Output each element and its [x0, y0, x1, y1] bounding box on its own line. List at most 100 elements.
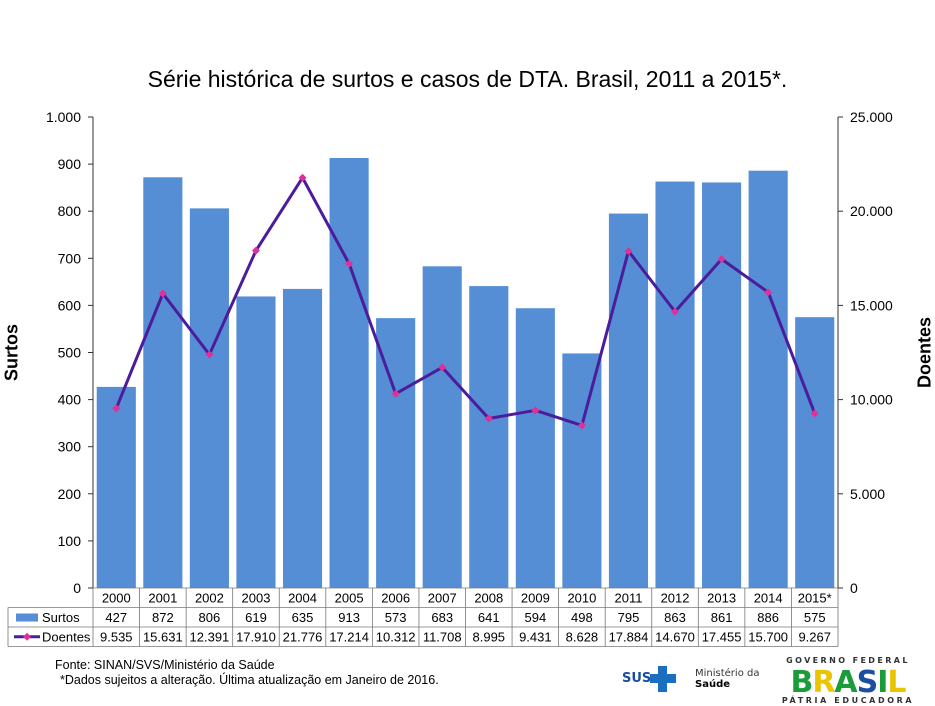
doentes-data-label: 17.910 [236, 630, 276, 645]
y-right-tick-label: 25.000 [850, 109, 893, 125]
bar-2013 [702, 182, 742, 588]
doentes-data-label: 21.776 [283, 630, 323, 645]
x-tick-label: 2011 [614, 591, 642, 606]
gov-bottom-text: PÁTRIA EDUCADORA [781, 696, 915, 705]
surtos-data-label: 861 [711, 610, 733, 625]
legend-key-surtos [16, 613, 38, 622]
y-left-tick-label: 500 [58, 345, 82, 361]
bar-2003 [236, 296, 276, 588]
doentes-point-2004 [298, 173, 307, 182]
surtos-data-label: 795 [618, 610, 640, 625]
x-tick-label: 2000 [102, 591, 131, 606]
doentes-data-label: 15.700 [748, 630, 788, 645]
x-tick-label: 2009 [521, 591, 550, 606]
bar-2001 [143, 177, 183, 588]
governo-federal-logo: GOVERNO FEDERAL BRASIL PÁTRIA EDUCADORA [778, 656, 918, 705]
doentes-data-label: 10.312 [376, 630, 416, 645]
x-tick-label: 2015* [798, 591, 832, 606]
x-tick-label: 2008 [474, 591, 503, 606]
doentes-point-2007 [438, 363, 447, 372]
x-tick-label: 2014 [754, 591, 783, 606]
doentes-point-2013 [717, 255, 726, 264]
x-tick-label: 2006 [381, 591, 410, 606]
x-tick-label: 2004 [288, 591, 317, 606]
doentes-point-2014 [764, 288, 773, 297]
y-left-tick-label: 1.000 [46, 109, 81, 125]
bar-2000 [96, 386, 136, 588]
chart-canvas: 0 100 200 300 400 500 600 700 800 900 1.000 0 5.000 1… [7, 109, 893, 647]
y-right-tick-label: 0 [850, 580, 858, 596]
cross-icon [650, 666, 676, 692]
x-tick-label: 2013 [707, 591, 736, 606]
surtos-data-label: 863 [664, 610, 686, 625]
surtos-data-label: 641 [478, 610, 500, 625]
doentes-line [114, 176, 817, 427]
y-left-tick-label: 900 [58, 156, 82, 172]
doentes-data-label: 17.884 [609, 630, 649, 645]
bar-2007 [422, 266, 462, 588]
bar-2010 [562, 353, 602, 588]
legend-label-surtos: Surtos [42, 610, 80, 625]
doentes-data-label: 11.708 [423, 630, 462, 645]
doentes-point-2006 [391, 389, 400, 398]
legend-label-doentes: Doentes [42, 630, 91, 645]
source-note: Fonte: SINAN/SVS/Ministério da Saúde [55, 658, 275, 672]
ministerio-line1: Ministério da [695, 668, 760, 679]
sus-logo-text: SUS [622, 671, 652, 686]
doentes-data-label: 9.267 [798, 630, 831, 645]
x-tick-label: 2003 [242, 591, 271, 606]
surtos-data-label: 806 [199, 610, 221, 625]
doentes-point-2003 [251, 246, 260, 255]
doentes-point-2009 [531, 406, 540, 415]
doentes-point-2011 [624, 247, 633, 256]
chart-title: Série histórica de surtos e casos de DTA… [147, 66, 788, 92]
doentes-data-label: 8.995 [473, 630, 506, 645]
bar-2005 [329, 157, 369, 589]
ministerio-logo: Ministério da Saúde [695, 668, 759, 690]
y-left-tick-label: 0 [73, 580, 81, 596]
y-right-tick-label: 5.000 [850, 486, 885, 502]
x-tick-label: 2002 [195, 591, 224, 606]
y-left-tick-label: 100 [58, 533, 82, 549]
doentes-point-2012 [671, 307, 680, 316]
gov-brasil-wordmark: BRASIL [790, 665, 906, 700]
x-tick-label: 2001 [148, 591, 177, 606]
doentes-data-label: 17.455 [702, 630, 742, 645]
bar-2006 [376, 318, 416, 588]
doentes-point-2002 [205, 350, 214, 359]
bar-2014 [748, 170, 788, 588]
bar-2004 [282, 288, 323, 588]
y-left-tick-label: 800 [58, 203, 82, 219]
doentes-point-2008 [484, 414, 493, 423]
doentes-data-label: 9.431 [519, 630, 552, 645]
x-tick-label: 2012 [661, 591, 690, 606]
y-right-tick-label: 15.000 [850, 297, 893, 313]
doentes-point-2010 [577, 421, 586, 430]
legend-marker-doentes [23, 632, 31, 641]
x-tick-label: 2005 [335, 591, 364, 606]
surtos-data-label: 573 [385, 610, 407, 625]
doentes-data-label: 8.628 [566, 630, 599, 645]
surtos-data-label: 594 [524, 610, 546, 625]
doentes-point-2015* [810, 409, 819, 418]
bar-2011 [608, 213, 649, 588]
y-right-tick-label: 20.000 [850, 203, 893, 219]
bar-2008 [469, 286, 509, 588]
surtos-data-label: 886 [757, 610, 779, 625]
y-left-tick-label: 400 [58, 392, 82, 408]
sus-logo: SUS [622, 664, 682, 692]
y-left-tick-label: 300 [58, 439, 82, 455]
doentes-point-2005 [345, 259, 354, 268]
y-left-tick-label: 700 [58, 250, 82, 266]
bar-2015* [795, 317, 835, 588]
y-left-tick-label: 600 [58, 297, 82, 313]
x-tick-label: 2007 [428, 591, 457, 606]
footer: Fonte: SINAN/SVS/Ministério da Saúde *Da… [55, 658, 439, 688]
surtos-data-label: 635 [292, 610, 314, 625]
doentes-data-label: 14.670 [655, 630, 695, 645]
doentes-data-label: 9.535 [100, 630, 133, 645]
x-tick-label: 2010 [567, 591, 596, 606]
doentes-data-label: 12.391 [190, 630, 230, 645]
surtos-data-label: 575 [804, 610, 826, 625]
bar-2002 [189, 208, 229, 588]
